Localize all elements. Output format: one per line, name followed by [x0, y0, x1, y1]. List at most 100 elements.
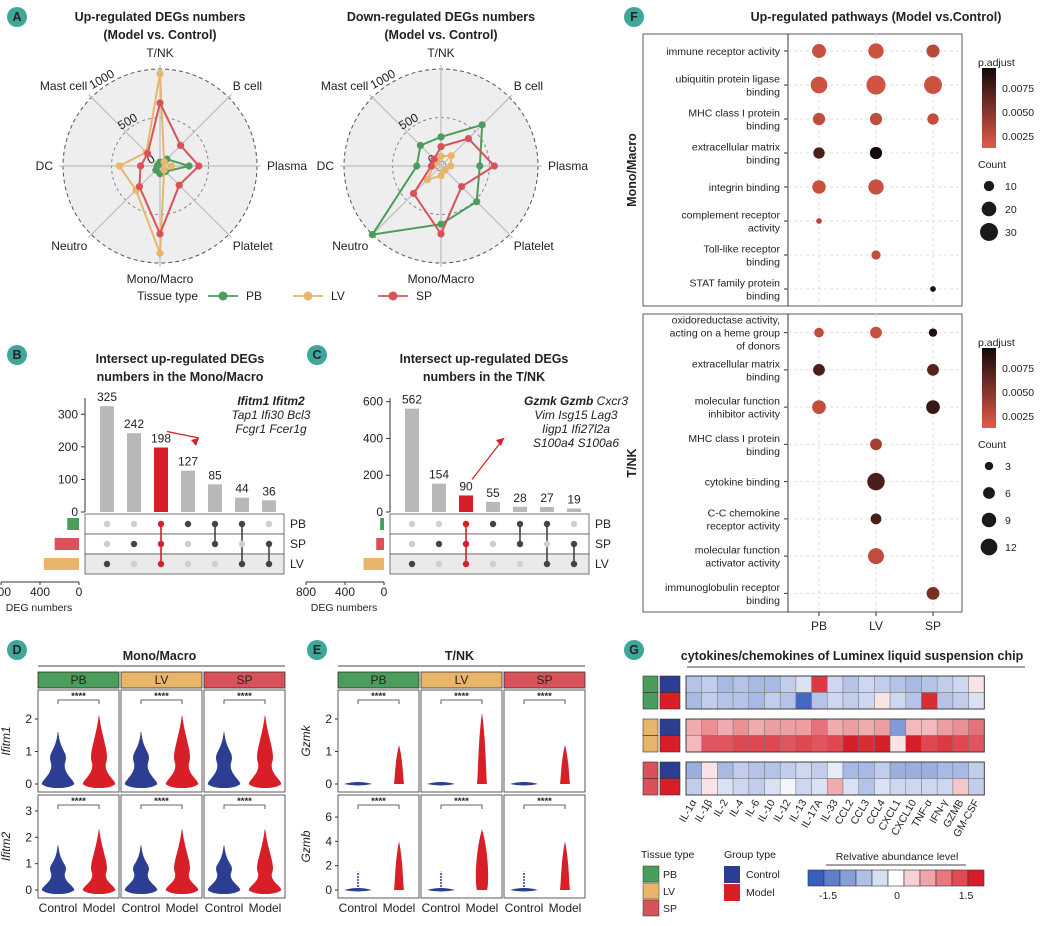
heatmap-legend-scale-cell	[967, 869, 985, 887]
heatmap-cell	[748, 692, 765, 710]
violin-y-tick-label: 0	[325, 777, 332, 791]
heatmap-cell	[732, 735, 750, 753]
heatmap-cell	[921, 735, 938, 753]
radar-point-PB	[368, 230, 377, 239]
upset-bar-value: 325	[97, 390, 117, 404]
upset-annotation-genes: Ifitm1 Ifitm2	[237, 394, 305, 408]
heatmap-cell	[968, 675, 985, 693]
heatmap-legend-tissue-label: LV	[663, 886, 675, 898]
radar-point-SP	[430, 155, 438, 163]
dotplot-color-tick: 0.0025	[1002, 131, 1034, 143]
radar-point-PB	[437, 133, 445, 141]
upset-bar	[486, 501, 500, 512]
violin-shape	[165, 715, 199, 789]
violin-shape	[248, 715, 282, 789]
upset-bar	[262, 500, 276, 512]
heatmap-cell	[717, 692, 734, 710]
heatmap-cell	[795, 761, 812, 779]
panel-letter-badge	[7, 640, 27, 660]
radar-point-LV	[168, 162, 176, 170]
upset-set-label: LV	[290, 557, 304, 571]
dotplot-row-label: binding	[746, 446, 780, 458]
violin-x-label: Control	[205, 901, 244, 915]
dotplot-dot	[926, 400, 940, 414]
dotplot-size-legend-dot	[981, 512, 997, 528]
upset-bar	[154, 447, 168, 512]
panel-letter-badge	[307, 345, 327, 365]
violin-shape	[394, 745, 404, 784]
violin-y-tick-label: 1	[325, 745, 332, 759]
heatmap-cell	[748, 735, 765, 753]
heatmap-legend-group-label: Model	[746, 887, 775, 899]
violin-shape	[124, 731, 158, 789]
dotplot-size-legend-label: 3	[1005, 461, 1011, 473]
heatmap-cell	[921, 778, 938, 796]
upset-bar-value: 154	[429, 468, 449, 482]
violin-signif-bracket	[57, 804, 100, 809]
radar-axis-label: Neutro	[51, 239, 87, 253]
upset-matrix-dot	[489, 520, 497, 528]
violin-gene-label: Ifitm2	[0, 832, 13, 862]
dotplot-title: Up-regulated pathways (Model vs.Control)	[751, 10, 1002, 24]
dotplot-row-label: extracellular matrix	[692, 358, 781, 370]
radar-point-LV	[156, 249, 164, 257]
violin-y-tick-label: 3	[25, 804, 32, 818]
violin-y-tick-label: 0	[25, 777, 32, 791]
heatmap-legend-scale-cell	[823, 869, 841, 887]
violin-y-tick-label: 4	[325, 834, 332, 848]
upset-matrix-dot	[130, 540, 138, 548]
heatmap-cell	[921, 761, 938, 779]
heatmap-cell	[827, 675, 844, 693]
heatmap-block-frame	[685, 675, 985, 710]
violin-x-label: Model	[383, 901, 416, 915]
heatmap-cell	[764, 735, 781, 753]
violin-y-tick-label: 6	[325, 810, 332, 824]
dotplot-dot	[927, 363, 939, 376]
dotplot-size-legend-label: 10	[1005, 181, 1017, 193]
dotplot-dot	[871, 250, 881, 260]
heatmap-cell	[685, 675, 702, 693]
heatmap-cell	[952, 735, 969, 753]
radar-spoke	[369, 94, 442, 167]
heatmap-cell	[921, 692, 938, 710]
violin-signif-label: ****	[537, 796, 552, 807]
dotplot-color-tick: 0.0050	[1002, 387, 1034, 399]
violin-shape	[475, 829, 489, 890]
heatmap-cell	[732, 718, 750, 736]
dotplot-dot	[870, 326, 882, 339]
legend-label: PB	[246, 289, 262, 303]
radar-point-SP	[175, 181, 183, 189]
heatmap-block-frame	[685, 761, 985, 796]
upset-matrix-row	[389, 513, 590, 535]
radar-point-PB	[413, 162, 421, 170]
heatmap-legend-tissue-swatch	[642, 882, 660, 900]
dotplot-row-label: immunoglobulin receptor	[665, 582, 780, 594]
dotplot-dot	[813, 147, 825, 159]
radar-axis-label: Plasma	[548, 159, 588, 173]
upset-bar-value: 19	[567, 493, 581, 507]
heatmap-cell	[811, 735, 828, 753]
dotplot-row-label: binding	[746, 87, 780, 99]
violin-facet-box	[420, 794, 503, 899]
heatmap-tissue-cell	[642, 735, 659, 753]
violin-signif-bracket	[440, 699, 483, 704]
heatmap-cell	[842, 735, 859, 753]
violin-shape	[207, 845, 241, 895]
upset-bar-value: 198	[151, 432, 171, 446]
violin-shape	[41, 845, 75, 895]
upset-matrix-row	[389, 533, 590, 555]
radar-point-LV	[447, 162, 455, 170]
heatmap-cell	[732, 778, 750, 796]
heatmap-legend-scale-tick: 0	[894, 890, 900, 902]
radar-spoke	[88, 165, 161, 238]
violin-y-tick-label: 2	[325, 712, 332, 726]
dotplot-legend-color-title: p.adjust	[978, 337, 1015, 349]
upset-y-tick-label: 100	[58, 472, 78, 486]
heatmap-legend-tissue-swatch	[642, 865, 660, 883]
violin-x-label: Model	[83, 901, 116, 915]
dotplot-row-label: MHC class I protein	[688, 433, 780, 445]
heatmap-cell	[874, 735, 891, 753]
violin-x-label: Control	[422, 901, 461, 915]
dotplot-row-label: inhibitor activity	[708, 409, 781, 421]
violin-signif-label: ****	[454, 691, 469, 702]
